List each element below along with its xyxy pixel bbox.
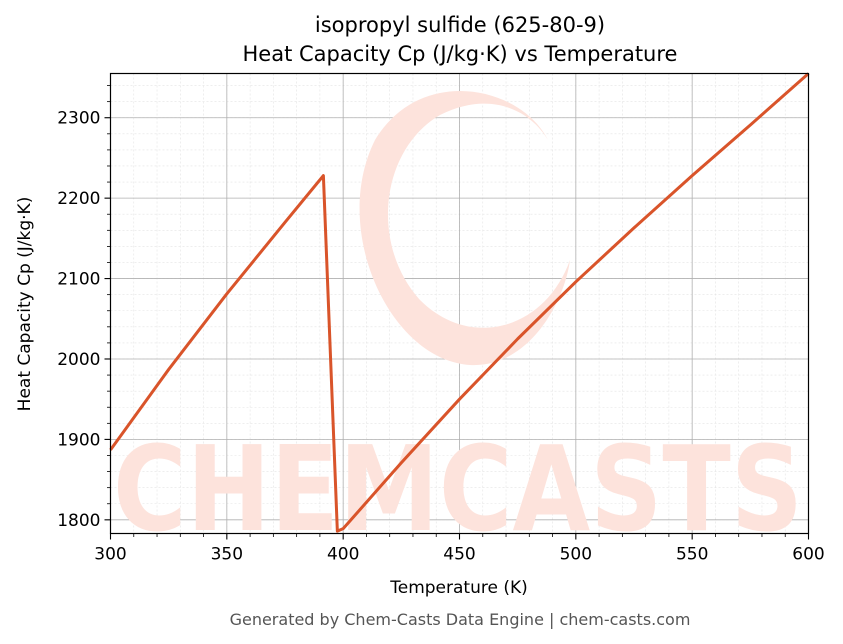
- watermark-text: CHEMCASTS: [113, 420, 803, 558]
- y-axis-label: Heat Capacity Cp (J/kg·K): [15, 197, 35, 412]
- chart-subtitle: Heat Capacity Cp (J/kg·K) vs Temperature: [243, 42, 678, 66]
- footer-credit: Generated by Chem-Casts Data Engine | ch…: [230, 610, 691, 629]
- y-tick-label: 1800: [57, 511, 100, 531]
- x-tick-label: 600: [792, 545, 824, 565]
- x-tick-label: 400: [327, 545, 359, 565]
- x-tick-label: 500: [560, 545, 592, 565]
- chart-title: isopropyl sulfide (625-80-9): [315, 13, 605, 37]
- x-tick-label: 350: [211, 545, 243, 565]
- x-tick-label: 300: [94, 545, 126, 565]
- watermark-swirl: [359, 90, 570, 366]
- y-tick-label: 2300: [57, 109, 100, 129]
- y-tick-label: 2200: [57, 189, 100, 209]
- y-tick-label: 1900: [57, 430, 100, 450]
- x-axis-ticks: 300 350 400 450 500 550 600: [94, 533, 825, 565]
- y-tick-label: 2000: [57, 350, 100, 370]
- x-axis-label: Temperature (K): [389, 578, 528, 598]
- x-tick-label: 450: [443, 545, 475, 565]
- series-layer: [109, 72, 810, 533]
- y-tick-label: 2100: [57, 270, 100, 290]
- y-axis-ticks: 1800 1900 2000 2100 2200 2300: [57, 85, 111, 531]
- watermark-logo: CHEMCASTS: [113, 90, 803, 558]
- series-line: [109, 72, 810, 533]
- x-tick-label: 550: [676, 545, 708, 565]
